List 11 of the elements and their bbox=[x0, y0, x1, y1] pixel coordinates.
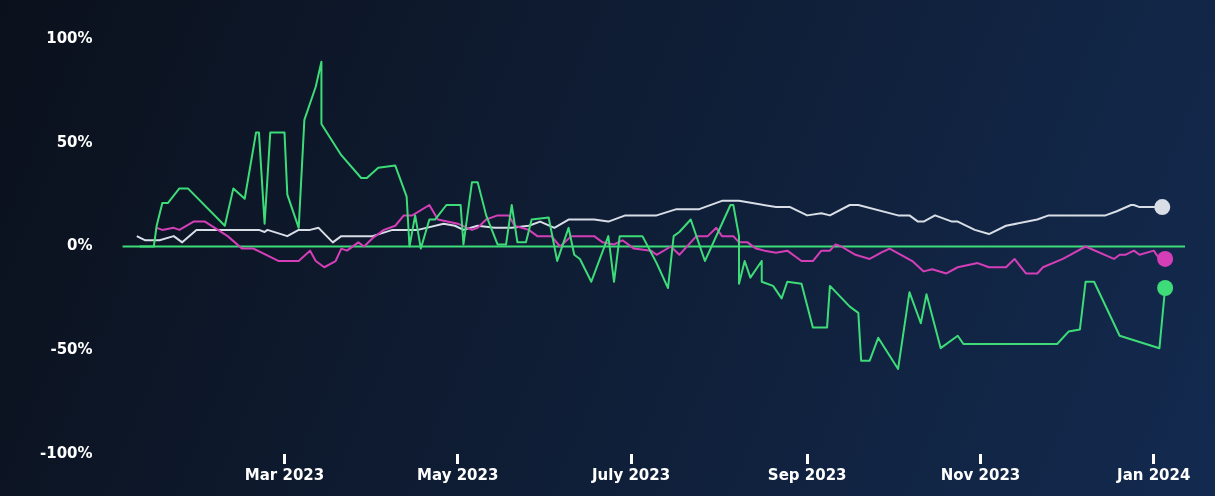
x-tick-label: Jan 2024 bbox=[1116, 465, 1191, 484]
x-tick-label: Mar 2023 bbox=[244, 465, 325, 484]
x-tick-label: May 2023 bbox=[417, 465, 499, 484]
y-tick-label: 50% bbox=[56, 132, 93, 151]
x-tick-label: Sep 2023 bbox=[767, 465, 847, 484]
y-tick-label: 100% bbox=[46, 28, 93, 47]
x-tick-label: July 2023 bbox=[590, 465, 671, 484]
y-tick-label: -50% bbox=[50, 340, 93, 359]
x-tick-label: Nov 2023 bbox=[940, 465, 1021, 484]
y-tick-label: -100% bbox=[39, 443, 93, 462]
y-tick-label: 0% bbox=[67, 236, 93, 255]
